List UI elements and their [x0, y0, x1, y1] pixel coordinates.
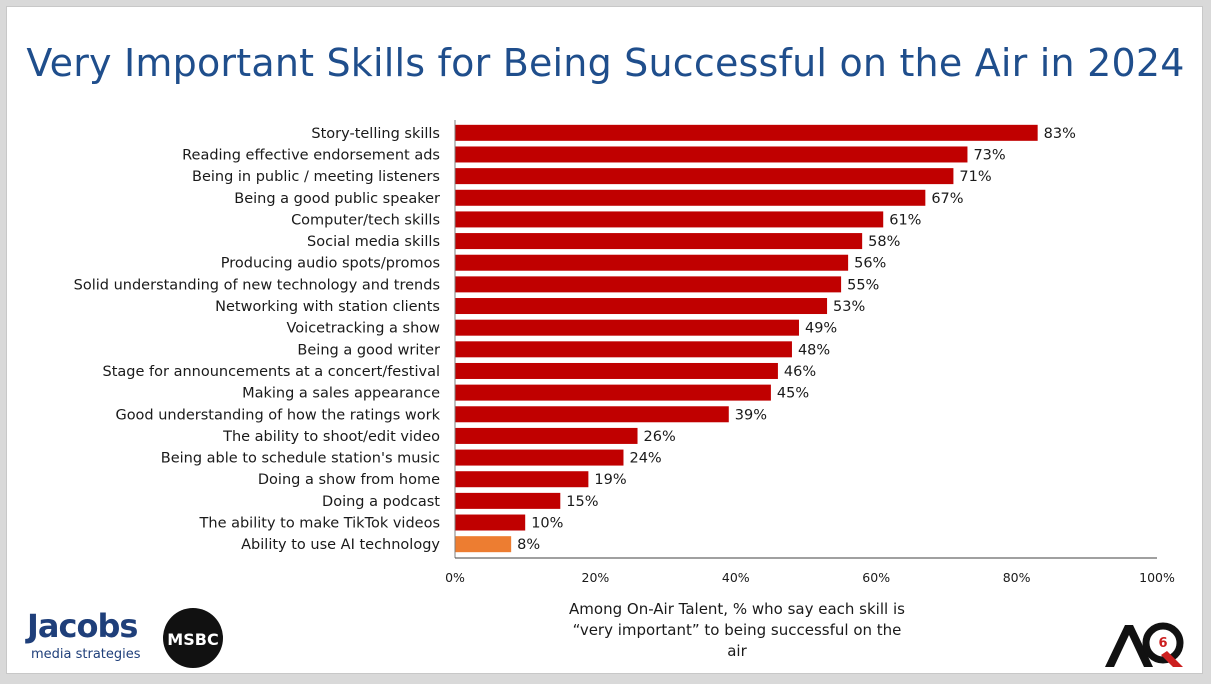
aq6-logo-number: 6: [1158, 636, 1167, 651]
data-label: 45%: [777, 386, 809, 402]
x-tick-label: 40%: [722, 570, 750, 585]
bar-chart: Story-telling skills 83% Reading effective…: [74, 120, 1175, 585]
data-label: 61%: [889, 212, 921, 228]
data-label: 55%: [847, 277, 879, 293]
category-label: Networking with station clients: [215, 299, 440, 315]
bar: [455, 449, 624, 466]
category-label: Ability to use AI technology: [241, 537, 440, 553]
category-label: Being able to schedule station's music: [161, 451, 440, 467]
chart-caption: Among On-Air Talent, % who say each skil…: [567, 599, 907, 662]
x-tick-label: 100%: [1139, 570, 1175, 585]
bar: [455, 124, 1038, 141]
category-label: Being in public / meeting listeners: [192, 169, 440, 185]
category-label: Doing a podcast: [322, 494, 440, 510]
msbc-logo-text: MSBC: [167, 630, 218, 649]
category-label: Solid understanding of new technology an…: [74, 277, 440, 293]
bar: [455, 276, 842, 293]
data-label: 10%: [531, 516, 563, 532]
x-tick-label: 0%: [445, 570, 465, 585]
data-label: 53%: [833, 299, 865, 315]
data-label: 83%: [1044, 126, 1076, 142]
category-label: Good understanding of how the ratings wo…: [115, 407, 440, 423]
data-label: 15%: [566, 494, 598, 510]
bar: [455, 168, 954, 185]
bar: [455, 514, 526, 531]
x-tick-label: 80%: [1003, 570, 1031, 585]
bar: [455, 536, 512, 553]
bar: [455, 298, 828, 315]
caption-line-2: “very important” to being successful on …: [572, 621, 902, 660]
data-label: 56%: [854, 256, 886, 272]
data-label: 46%: [784, 364, 816, 380]
data-label: 19%: [594, 472, 626, 488]
category-label: Doing a show from home: [258, 472, 440, 488]
bar: [455, 427, 638, 444]
caption-line-1: Among On-Air Talent, % who say each skil…: [569, 600, 905, 618]
data-label: 8%: [517, 537, 540, 553]
category-label: Reading effective endorsement ads: [182, 147, 440, 163]
bar: [455, 341, 792, 358]
category-label: Stage for announcements at a concert/fes…: [103, 364, 440, 380]
data-label: 49%: [805, 321, 837, 337]
data-label: 26%: [644, 429, 676, 445]
x-tick-label: 60%: [862, 570, 890, 585]
aq6-logo: 6: [1105, 622, 1184, 667]
data-label: 48%: [798, 342, 830, 358]
bar: [455, 406, 729, 423]
slide: Very Important Skills for Being Successf…: [6, 6, 1203, 674]
bar: [455, 233, 863, 250]
bar: [455, 471, 589, 488]
data-label: 71%: [959, 169, 991, 185]
data-label: 24%: [629, 451, 661, 467]
category-label: Producing audio spots/promos: [221, 256, 440, 272]
chart-title: Very Important Skills for Being Successf…: [26, 41, 1185, 85]
bar: [455, 319, 799, 336]
category-label: Being a good writer: [297, 342, 440, 358]
category-label: Social media skills: [307, 234, 440, 250]
data-label: 73%: [973, 147, 1005, 163]
bar: [455, 189, 926, 206]
category-label: Voicetracking a show: [287, 321, 441, 337]
data-label: 39%: [735, 407, 767, 423]
bar: [455, 211, 884, 228]
category-label: Being a good public speaker: [234, 191, 440, 207]
data-label: 58%: [868, 234, 900, 250]
category-label: The ability to shoot/edit video: [222, 429, 440, 445]
jacobs-logo-tagline: media strategies: [31, 647, 141, 662]
bar: [455, 254, 849, 271]
bar: [455, 362, 778, 379]
data-label: 67%: [931, 191, 963, 207]
category-label: Story-telling skills: [311, 126, 440, 142]
msbc-logo: MSBC: [163, 608, 223, 668]
jacobs-media-logo: Jacobs media strategies: [25, 607, 155, 667]
category-label: Making a sales appearance: [242, 386, 440, 402]
category-label: Computer/tech skills: [291, 212, 440, 228]
x-tick-label: 20%: [582, 570, 610, 585]
bar: [455, 492, 561, 509]
jacobs-logo-wordmark: Jacobs: [27, 607, 138, 645]
bar: [455, 384, 771, 401]
bar: [455, 146, 968, 163]
category-label: The ability to make TikTok videos: [199, 516, 440, 532]
